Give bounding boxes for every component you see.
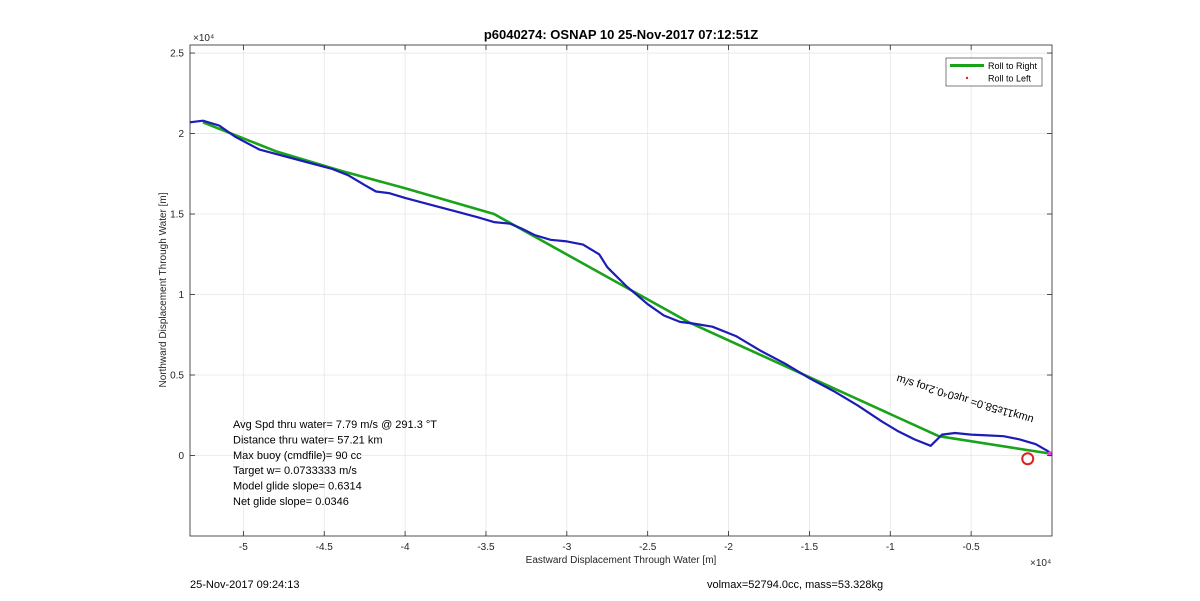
- x-tick-label: -0.5: [963, 542, 981, 553]
- grid: [190, 45, 1052, 536]
- stats-line: Avg Spd thru water= 7.79 m/s @ 291.3 °T: [233, 419, 437, 431]
- legend: Roll to Right Roll to Left: [945, 57, 1043, 87]
- stats-line: Model glide slope= 0.6314: [233, 481, 362, 493]
- x-tick-label: -5: [239, 542, 248, 553]
- y-tick-label: 1.5: [170, 210, 184, 221]
- legend-swatch-roll-left: [965, 76, 969, 80]
- x-tick-label: -4.5: [316, 542, 334, 553]
- series-roll-right-line: [202, 121, 1053, 456]
- x-exponent-label: ×10⁴: [1030, 558, 1051, 569]
- y-ticks: 0 0.5 1 1.5 2 2.5: [170, 49, 1052, 462]
- x-tick-label: -3.5: [477, 542, 495, 553]
- stats-line: Distance thru water= 57.21 km: [233, 434, 383, 446]
- series-layer: [189, 119, 1053, 456]
- x-tick-label: -1.5: [801, 542, 819, 553]
- y-tick-label: 1: [178, 290, 184, 301]
- x-tick-label: -2: [724, 542, 733, 553]
- x-tick-label: -1: [886, 542, 895, 553]
- stats-line: Target w= 0.0733333 m/s: [233, 465, 357, 477]
- footer-timestamp: 25-Nov-2017 09:24:13: [190, 579, 299, 591]
- stats-line: Max buoy (cmdfile)= 90 cc: [233, 450, 362, 462]
- plot-area: [190, 45, 1052, 536]
- x-tick-label: -3: [562, 542, 571, 553]
- end-circle-marker: [1021, 452, 1035, 466]
- series-track-line: [189, 119, 1053, 455]
- axes-frame: [189, 44, 1053, 537]
- y-exponent-label: ×10⁴: [193, 33, 214, 44]
- chart-title: p6040274: OSNAP 10 25-Nov-2017 07:12:51Z: [484, 27, 758, 42]
- legend-box: [945, 57, 1043, 87]
- footer-volmax-mass: volmax=52794.0cc, mass=53.328kg: [707, 579, 883, 591]
- legend-label-roll-left: Roll to Left: [988, 74, 1032, 84]
- x-tick-label: -4: [401, 542, 410, 553]
- y-tick-label: 2: [178, 129, 184, 140]
- stats-line: Net glide slope= 0.0346: [233, 496, 349, 508]
- legend-label-roll-right: Roll to Right: [988, 61, 1038, 71]
- x-tick-label: -2.5: [639, 542, 657, 553]
- y-tick-label: 2.5: [170, 49, 184, 60]
- y-tick-label: 0: [178, 451, 184, 462]
- y-tick-label: 0.5: [170, 371, 184, 382]
- x-ticks: -5 -4.5 -4 -3.5 -3 -2.5 -2 -1.5 -1 -0.5: [239, 45, 980, 553]
- y-axis-label: Northward Displacement Through Water [m]: [158, 192, 169, 387]
- x-axis-label: Eastward Displacement Through Water [m]: [526, 555, 717, 566]
- stats-block: Avg Spd thru water= 7.79 m/s @ 291.3 °T D…: [233, 419, 437, 508]
